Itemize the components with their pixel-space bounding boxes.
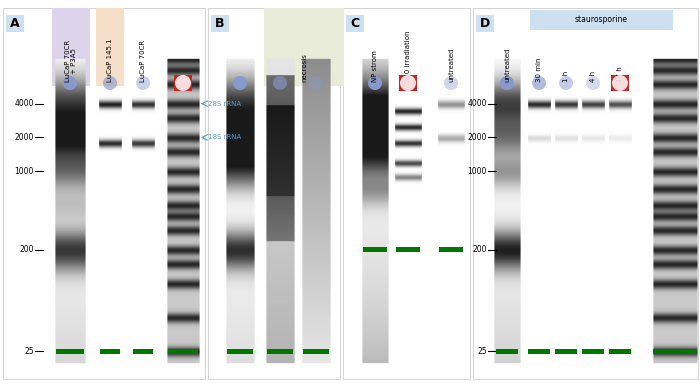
Text: LuCaP 70CR: LuCaP 70CR <box>140 40 146 82</box>
Circle shape <box>233 76 247 90</box>
Text: 4000: 4000 <box>15 99 34 108</box>
Bar <box>528 349 550 354</box>
Text: D: D <box>480 17 490 30</box>
Text: 250 irradiation: 250 irradiation <box>405 30 411 82</box>
Bar <box>473 8 698 379</box>
Bar <box>653 349 697 354</box>
Bar <box>530 10 673 30</box>
Circle shape <box>586 76 600 90</box>
Circle shape <box>532 76 546 90</box>
Text: 1000: 1000 <box>15 167 34 176</box>
Bar <box>264 8 344 86</box>
Text: 25: 25 <box>25 347 34 356</box>
Text: 4 h: 4 h <box>590 71 596 82</box>
Text: untreated: untreated <box>504 48 510 82</box>
FancyBboxPatch shape <box>6 15 24 32</box>
FancyBboxPatch shape <box>211 15 229 32</box>
Text: untreated: untreated <box>448 48 454 82</box>
Text: LuCaP 70CR
+ P3A5: LuCaP 70CR + P3A5 <box>64 40 78 82</box>
Circle shape <box>444 76 458 90</box>
Text: LuCaP 145.1: LuCaP 145.1 <box>107 38 113 82</box>
Bar <box>609 349 631 354</box>
Bar <box>52 8 90 86</box>
FancyBboxPatch shape <box>476 15 494 32</box>
Bar <box>133 349 153 354</box>
Bar <box>227 349 253 354</box>
Text: 2000: 2000 <box>15 133 34 142</box>
Bar <box>555 349 577 354</box>
Circle shape <box>136 76 150 90</box>
Bar <box>439 247 463 252</box>
Circle shape <box>559 76 573 90</box>
Bar <box>174 75 192 91</box>
Text: 2000: 2000 <box>468 133 487 142</box>
FancyBboxPatch shape <box>346 15 364 32</box>
Text: 4000: 4000 <box>468 99 487 108</box>
Text: C: C <box>351 17 360 30</box>
Bar <box>396 247 420 252</box>
Text: staurosporine: staurosporine <box>575 15 628 25</box>
Bar <box>3 8 205 379</box>
Circle shape <box>500 76 514 90</box>
Bar <box>56 349 84 354</box>
Circle shape <box>175 75 191 91</box>
Bar <box>582 349 604 354</box>
Text: 1 h: 1 h <box>563 71 569 82</box>
Text: A: A <box>10 17 20 30</box>
Text: 200: 200 <box>473 245 487 254</box>
Text: necrosis: necrosis <box>301 53 307 82</box>
Text: B: B <box>216 17 225 30</box>
Text: NP strom: NP strom <box>372 50 378 82</box>
Circle shape <box>273 76 287 90</box>
Bar <box>208 8 340 379</box>
Bar <box>611 75 629 91</box>
Text: 18S rRNA: 18S rRNA <box>208 134 241 141</box>
Text: 17 h: 17 h <box>617 66 623 82</box>
Bar <box>96 8 124 86</box>
Circle shape <box>103 76 117 90</box>
Circle shape <box>309 76 323 90</box>
Bar <box>100 349 120 354</box>
Bar <box>343 8 470 379</box>
Bar <box>399 75 417 91</box>
Circle shape <box>63 76 77 90</box>
Text: 28S rRNA: 28S rRNA <box>208 101 241 107</box>
Bar <box>363 247 387 252</box>
Bar <box>303 349 329 354</box>
Text: 25: 25 <box>477 347 487 356</box>
Circle shape <box>400 75 416 91</box>
Circle shape <box>612 75 628 91</box>
Bar <box>496 349 518 354</box>
Circle shape <box>368 76 382 90</box>
Bar <box>267 349 293 354</box>
Bar <box>168 349 198 354</box>
Text: 1000: 1000 <box>468 167 487 176</box>
Text: 30 min: 30 min <box>536 58 542 82</box>
Text: 200: 200 <box>20 245 34 254</box>
